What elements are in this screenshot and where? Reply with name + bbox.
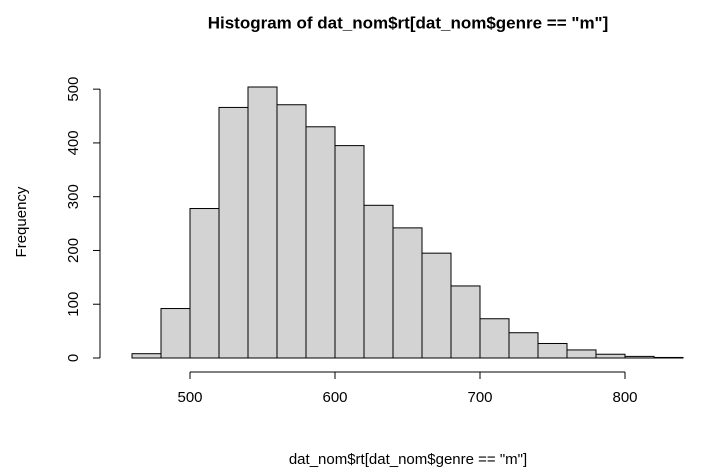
x-tick-label: 800: [612, 389, 637, 406]
x-tick-label: 500: [177, 389, 202, 406]
bar: [131, 353, 162, 359]
bar: [508, 332, 539, 359]
y-tick-label: 400: [65, 130, 82, 155]
x-tick-label: 700: [467, 389, 492, 406]
bar: [595, 353, 626, 359]
bar: [479, 318, 510, 359]
bar: [334, 145, 365, 359]
bar: [305, 126, 336, 359]
bar: [624, 355, 655, 359]
bar: [421, 252, 452, 359]
bar: [189, 208, 220, 359]
y-tick-label: 500: [65, 77, 82, 102]
y-tick-label: 300: [65, 184, 82, 209]
bar: [160, 308, 191, 359]
bar: [218, 106, 249, 359]
x-tick-label: 600: [322, 389, 347, 406]
bar: [363, 204, 394, 359]
bar: [566, 349, 597, 359]
y-axis-label: Frequency: [13, 186, 30, 257]
bar: [392, 227, 423, 359]
bar: [537, 342, 568, 359]
y-tick-label: 0: [65, 354, 82, 362]
bar: [247, 86, 278, 359]
x-axis-label: dat_nom$rt[dat_nom$genre == "m"]: [289, 451, 527, 468]
bar: [653, 356, 684, 359]
bar: [276, 104, 307, 359]
bar: [450, 285, 481, 359]
chart-title: Histogram of dat_nom$rt[dat_nom$genre ==…: [208, 13, 609, 32]
y-tick-label: 100: [65, 292, 82, 317]
y-tick-label: 200: [65, 238, 82, 263]
